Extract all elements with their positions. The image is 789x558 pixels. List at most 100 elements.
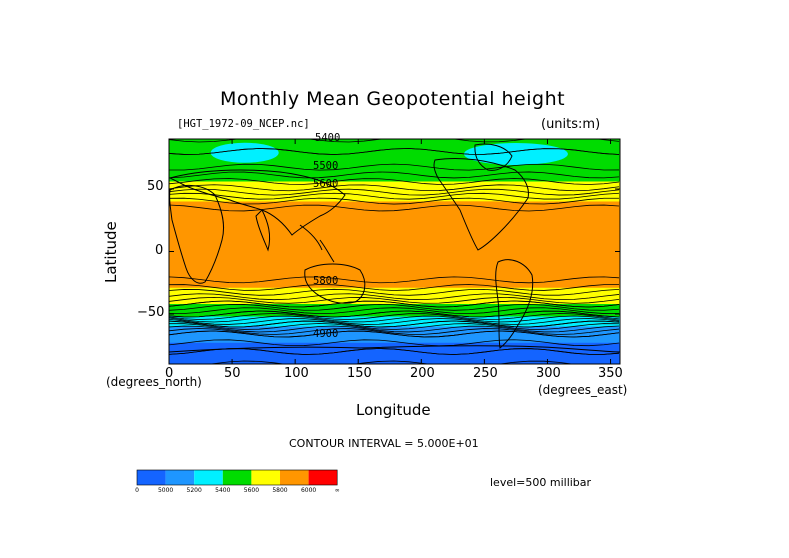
height-band	[169, 262, 620, 265]
coastline-greenland	[474, 143, 513, 171]
height-band	[169, 141, 620, 144]
height-band	[169, 312, 620, 315]
height-band	[169, 337, 620, 340]
contour-line	[169, 192, 620, 200]
height-band	[169, 172, 620, 175]
contour-line	[169, 204, 620, 212]
height-band	[169, 282, 620, 285]
colorbar-tick-label: 5600	[244, 487, 259, 494]
height-band	[169, 239, 620, 241]
height-band	[169, 145, 620, 148]
height-band	[169, 330, 620, 333]
height-band	[169, 184, 620, 186]
coastline-asia-europe	[169, 169, 346, 236]
height-band	[169, 189, 620, 191]
height-band	[169, 326, 620, 329]
height-band	[169, 362, 620, 364]
height-band	[169, 166, 620, 169]
axis-ticks	[168, 139, 620, 364]
height-band	[169, 160, 620, 163]
height-band	[169, 321, 620, 324]
coastlines	[169, 143, 620, 353]
height-band	[169, 222, 620, 225]
height-band	[169, 296, 620, 299]
height-band	[169, 311, 620, 314]
height-band	[169, 266, 620, 269]
height-band	[169, 267, 620, 270]
contour-lines	[169, 139, 620, 364]
height-band	[169, 224, 620, 226]
height-band	[169, 264, 620, 266]
high-region	[279, 201, 620, 220]
contour-line	[169, 303, 620, 311]
level-text: level=500 millibar	[490, 476, 592, 489]
colorbar-tick-label: 6000	[301, 487, 316, 494]
height-band	[169, 187, 620, 190]
height-band	[169, 149, 620, 151]
contour-line	[169, 284, 620, 291]
colorbar-frame	[136, 469, 338, 486]
height-band	[169, 355, 620, 358]
height-band	[169, 334, 620, 336]
height-band	[169, 175, 620, 178]
contour-line	[169, 139, 620, 143]
height-band	[169, 155, 620, 158]
height-band	[169, 240, 620, 243]
height-band	[169, 167, 620, 170]
height-band	[169, 260, 620, 263]
colorbar-swatch	[280, 470, 309, 485]
x-tick-label: 350	[598, 366, 623, 381]
height-band	[169, 150, 620, 153]
units-label: (units:m)	[541, 117, 601, 132]
height-band	[169, 284, 620, 286]
height-band	[169, 309, 620, 311]
height-band	[169, 159, 620, 161]
height-band	[169, 307, 620, 310]
height-band	[169, 200, 620, 203]
contour-line	[169, 310, 620, 318]
height-band	[169, 257, 620, 260]
x-tick-label: 250	[473, 366, 498, 381]
height-band	[169, 299, 620, 301]
height-band	[169, 359, 620, 361]
x-tick-label: 100	[284, 366, 309, 381]
x-tick-label: 50	[224, 366, 241, 381]
height-band	[169, 191, 620, 194]
contour-line	[169, 188, 620, 196]
coastline-india	[255, 209, 271, 252]
contour-line	[169, 276, 620, 284]
height-band	[169, 195, 620, 198]
height-band	[169, 229, 620, 231]
height-band	[169, 269, 620, 271]
height-band	[169, 350, 620, 353]
contour-line	[169, 323, 620, 330]
height-band	[169, 249, 620, 251]
height-band	[169, 319, 620, 321]
height-band	[169, 295, 620, 298]
colorbar: 0 5000 5200 5400 5600 5800 6000 ∞	[135, 469, 340, 494]
x-axis-label: Longitude	[356, 401, 431, 419]
height-band	[169, 165, 620, 168]
colorbar-swatch	[165, 470, 195, 485]
colorbar-tick-label: 0	[135, 487, 139, 494]
height-band	[169, 335, 620, 338]
contour-line	[169, 184, 620, 192]
colorbar-swatch	[222, 470, 252, 485]
height-band	[169, 225, 620, 228]
height-band	[169, 139, 620, 141]
height-band	[169, 174, 620, 176]
colorbar-tick-label: 5000	[158, 487, 173, 494]
height-band	[169, 232, 620, 235]
height-band	[169, 344, 620, 346]
height-band	[169, 331, 620, 334]
coastline-seasia	[299, 224, 335, 263]
coastline-north-america	[433, 158, 529, 251]
height-band	[169, 277, 620, 280]
contour-label: 5500	[313, 160, 339, 172]
x-unit-label: (degrees_east)	[538, 383, 628, 397]
height-band	[169, 246, 620, 249]
height-band	[169, 300, 620, 303]
colorbar-tick-label: ∞	[335, 487, 340, 494]
height-band	[169, 345, 620, 348]
y-axis-label: Latitude	[102, 221, 120, 283]
